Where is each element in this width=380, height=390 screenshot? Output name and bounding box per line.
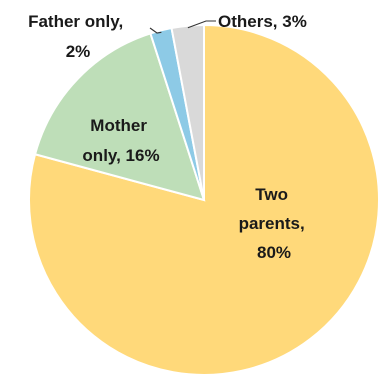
pie-slice-others (170, 23, 205, 201)
slice-label-two-parents: Two parents, 80% (239, 185, 310, 262)
pie-labels: Two parents, 80% Mother only, 16% Father… (28, 12, 310, 262)
slice-label-others: Others, 3% (218, 12, 307, 31)
slice-label-mother-only: Mother only, 16% (82, 116, 159, 165)
leader-line-others (187, 20, 216, 29)
pie-slices (28, 23, 380, 376)
pie-slice-mother-only (33, 32, 206, 202)
leader-lines (149, 20, 216, 34)
slice-label-father-only: Father only, 2% (28, 12, 128, 61)
leader-line-father-only (149, 27, 162, 34)
